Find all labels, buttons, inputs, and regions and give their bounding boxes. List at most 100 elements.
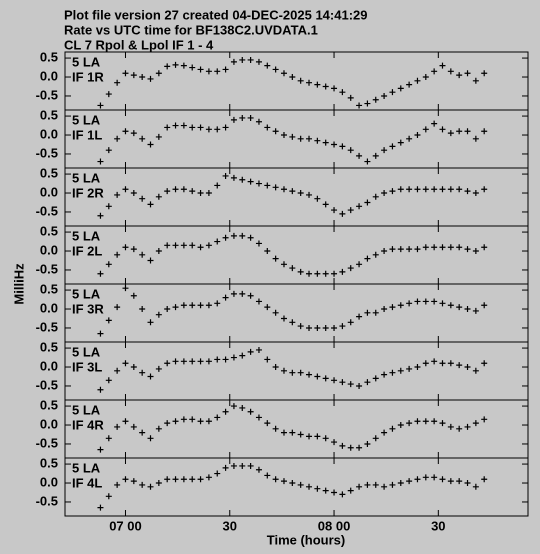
- data-point: [356, 203, 363, 210]
- data-point: [481, 128, 488, 135]
- data-point: [97, 102, 104, 109]
- data-point: [439, 126, 446, 133]
- data-point: [314, 324, 321, 331]
- data-point: [389, 304, 396, 311]
- data-point: [189, 416, 196, 423]
- data-point: [297, 268, 304, 275]
- data-point: [147, 141, 154, 148]
- data-point: [239, 114, 246, 121]
- data-point: [456, 478, 463, 485]
- data-point: [230, 58, 237, 65]
- data-point: [147, 435, 154, 442]
- y-tick-label: 0.0: [40, 300, 58, 315]
- data-point: [255, 240, 262, 247]
- data-point: [314, 137, 321, 144]
- data-point: [331, 141, 338, 148]
- data-point: [456, 244, 463, 251]
- data-point: [364, 199, 371, 206]
- x-tick-label: 30: [431, 518, 445, 533]
- data-point: [289, 188, 296, 195]
- data-point: [314, 485, 321, 492]
- y-tick-label: 0.0: [40, 126, 58, 141]
- data-point: [97, 158, 104, 165]
- data-point: [347, 381, 354, 388]
- data-point: [447, 68, 454, 75]
- data-point: [397, 139, 404, 146]
- data-point: [147, 201, 154, 208]
- data-point: [289, 480, 296, 487]
- data-point: [180, 122, 187, 129]
- data-point: [197, 476, 204, 483]
- data-point: [197, 244, 204, 251]
- data-point: [306, 483, 313, 490]
- data-point: [155, 311, 162, 318]
- data-point: [322, 83, 329, 90]
- data-point: [322, 201, 329, 208]
- data-point: [197, 418, 204, 425]
- data-point: [189, 302, 196, 309]
- data-point: [364, 100, 371, 107]
- data-point: [105, 435, 112, 442]
- data-point: [372, 435, 379, 442]
- data-point: [306, 191, 313, 198]
- data-point: [356, 444, 363, 451]
- data-point: [139, 306, 146, 313]
- data-point: [322, 435, 329, 442]
- data-point: [464, 423, 471, 430]
- data-point: [456, 362, 463, 369]
- data-point: [306, 433, 313, 440]
- data-point: [280, 478, 287, 485]
- data-point: [364, 440, 371, 447]
- data-point: [347, 444, 354, 451]
- data-point: [389, 188, 396, 195]
- data-point: [364, 379, 371, 386]
- data-point: [339, 491, 346, 498]
- data-point: [331, 207, 338, 214]
- data-point: [172, 304, 179, 311]
- data-point: [114, 423, 121, 430]
- data-point: [205, 302, 212, 309]
- title-line: Plot file version 27 created 04-DEC-2025…: [64, 7, 367, 22]
- data-point: [255, 298, 262, 305]
- data-point: [139, 251, 146, 258]
- data-point: [306, 371, 313, 378]
- data-point: [155, 248, 162, 255]
- data-point: [339, 89, 346, 96]
- data-point: [239, 56, 246, 63]
- panel-source: 5 LA: [72, 228, 101, 243]
- data-point: [122, 70, 129, 77]
- data-point: [297, 77, 304, 84]
- data-point: [205, 418, 212, 425]
- data-point: [239, 462, 246, 469]
- data-point: [481, 416, 488, 423]
- data-point: [214, 470, 221, 477]
- data-point: [356, 152, 363, 159]
- data-point: [189, 476, 196, 483]
- data-point: [297, 369, 304, 376]
- data-point: [214, 68, 221, 75]
- x-tick-label: 08 00: [318, 518, 351, 533]
- data-point: [406, 81, 413, 88]
- data-point: [422, 360, 429, 367]
- data-point: [456, 128, 463, 135]
- data-point: [289, 429, 296, 436]
- panel-source: 5 LA: [72, 170, 101, 185]
- data-point: [172, 122, 179, 129]
- data-point: [439, 476, 446, 483]
- data-point: [264, 62, 271, 69]
- data-point: [105, 317, 112, 324]
- data-point: [114, 135, 121, 142]
- data-point: [105, 91, 112, 98]
- data-point: [481, 70, 488, 77]
- data-point: [272, 255, 279, 262]
- data-point: [114, 79, 121, 86]
- data-point: [322, 139, 329, 146]
- data-point: [381, 92, 388, 99]
- panel-source: 5 LA: [72, 112, 101, 127]
- data-point: [431, 68, 438, 75]
- data-point: [180, 62, 187, 69]
- data-point: [422, 126, 429, 133]
- data-point: [289, 265, 296, 272]
- data-point: [222, 464, 229, 471]
- data-point: [247, 462, 254, 469]
